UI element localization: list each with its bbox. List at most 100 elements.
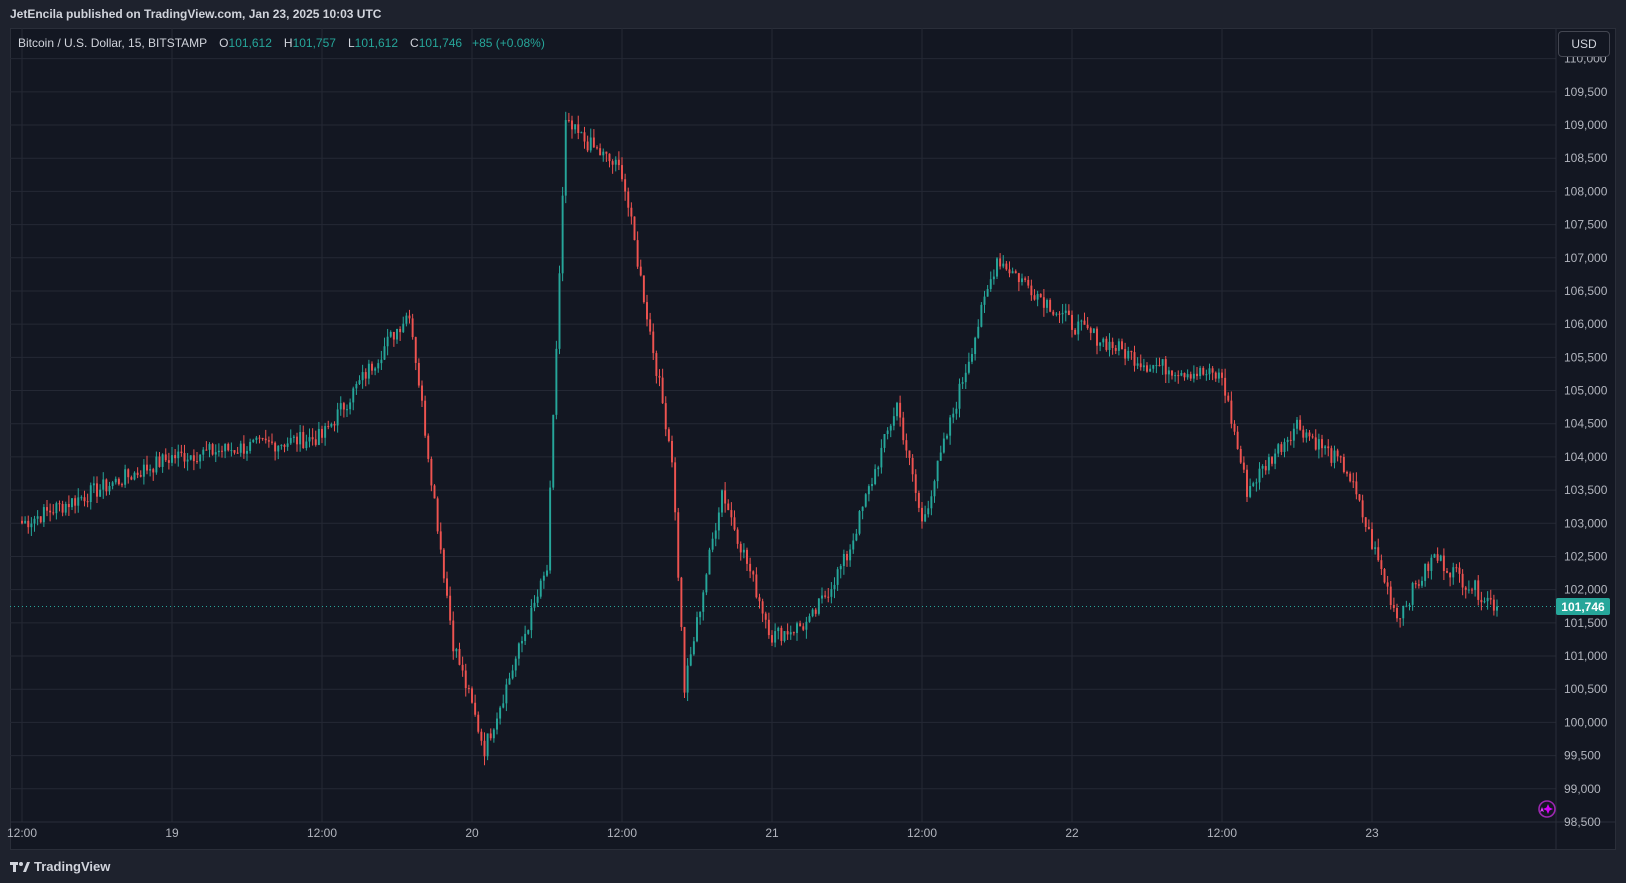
price-tick-label: 100,500: [1564, 682, 1608, 696]
candle-body: [799, 623, 802, 627]
sparkle-icon[interactable]: [1535, 798, 1557, 820]
candle-body: [655, 353, 658, 376]
candle-body: [477, 714, 480, 732]
price-axis[interactable]: 110,000109,500109,000108,500108,000107,5…: [1564, 52, 1608, 829]
candle-body: [1230, 400, 1233, 424]
candle-body: [30, 523, 33, 528]
candle-body: [952, 413, 955, 418]
candle-body: [742, 549, 745, 553]
candle-body: [1271, 457, 1273, 464]
candle-body: [321, 428, 323, 438]
candle-body: [924, 514, 927, 522]
candle-body: [427, 435, 430, 459]
candle-body: [721, 490, 723, 513]
candle-body: [1171, 370, 1173, 376]
candle-body: [667, 429, 670, 441]
candle-body: [574, 124, 577, 130]
candle-body: [239, 443, 242, 453]
candle-body: [1442, 555, 1445, 571]
candle-body: [1324, 446, 1327, 449]
price-tick-label: 106,000: [1564, 317, 1608, 331]
candle-body: [455, 648, 458, 652]
candle-body: [1239, 448, 1242, 463]
price-tick-label: 107,000: [1564, 251, 1608, 265]
close-value: 101,746: [418, 36, 463, 50]
candle-body: [224, 444, 227, 452]
candle-body: [946, 435, 948, 439]
candle-body: [1092, 328, 1095, 333]
candle-body: [405, 315, 408, 324]
candle-body: [989, 279, 992, 289]
candle-body: [1089, 328, 1092, 333]
candle-body: [458, 648, 461, 665]
candle-body: [689, 654, 692, 666]
candle-body: [1127, 350, 1130, 359]
candle-body: [208, 444, 211, 450]
candle-body: [983, 296, 986, 305]
candle-body: [671, 440, 673, 463]
candle-body: [214, 452, 217, 455]
candle-body: [1492, 599, 1495, 611]
candle-body: [767, 619, 770, 636]
candle-body: [136, 472, 139, 476]
candle-body: [1146, 365, 1148, 372]
candle-body: [180, 451, 183, 454]
price-tick-label: 103,500: [1564, 483, 1608, 497]
candle-body: [1452, 567, 1455, 578]
candle-body: [630, 207, 633, 217]
candle-body: [386, 336, 389, 347]
candle-body: [99, 489, 102, 497]
candle-body: [705, 574, 708, 593]
candle-body: [130, 477, 133, 480]
candle-body: [930, 496, 933, 509]
candle-body: [1283, 442, 1286, 452]
tradingview-logo[interactable]: TradingView: [10, 859, 110, 874]
price-chart[interactable]: 110,000109,500109,000108,500108,000107,5…: [0, 0, 1626, 850]
time-axis[interactable]: 12:00 19 12:00 20 12:00 21 12:00 22 12:00 23: [7, 826, 1379, 840]
candle-body: [246, 450, 248, 454]
candle-body: [1077, 321, 1080, 335]
candle-body: [1274, 453, 1277, 464]
candle-body: [424, 400, 427, 436]
candle-body: [299, 432, 302, 445]
candle-body: [242, 443, 245, 454]
candle-body: [1052, 311, 1055, 315]
candle-body: [1133, 352, 1136, 366]
candle-body: [439, 531, 442, 550]
last-price-label: 101,746: [1556, 598, 1610, 615]
candle-body: [646, 302, 648, 320]
candle-body: [21, 520, 23, 524]
candle-body: [496, 718, 498, 730]
candle-body: [1302, 429, 1305, 438]
candle-body: [1371, 529, 1373, 549]
candle-body: [967, 361, 970, 373]
candle-body: [252, 439, 255, 442]
candle-body: [39, 516, 42, 523]
candle-body: [474, 702, 477, 715]
candle-body: [471, 688, 473, 703]
candle-body: [442, 549, 445, 579]
candle-body: [1433, 554, 1436, 558]
candle-body: [883, 434, 886, 448]
candle-body: [1477, 580, 1480, 600]
candle-body: [161, 454, 164, 467]
candle-body: [764, 613, 767, 620]
candle-body: [1096, 328, 1098, 346]
candle-body: [139, 475, 142, 477]
candle-body: [1136, 363, 1139, 366]
candle-body: [1217, 372, 1220, 379]
tradingview-brand: TradingView: [34, 859, 111, 874]
candle-body: [649, 319, 652, 332]
candle-body: [1289, 439, 1292, 441]
candle-body: [896, 402, 898, 417]
currency-button[interactable]: USD: [1558, 31, 1610, 57]
candle-body: [1142, 365, 1145, 368]
candle-body: [1346, 471, 1348, 474]
time-tick-label: 12:00: [1207, 826, 1237, 840]
chart-frame[interactable]: [10, 28, 1616, 850]
time-tick-label: 12:00: [907, 826, 937, 840]
candle-body: [1424, 563, 1427, 581]
candle-body: [1449, 572, 1452, 578]
candle-body: [352, 388, 355, 403]
